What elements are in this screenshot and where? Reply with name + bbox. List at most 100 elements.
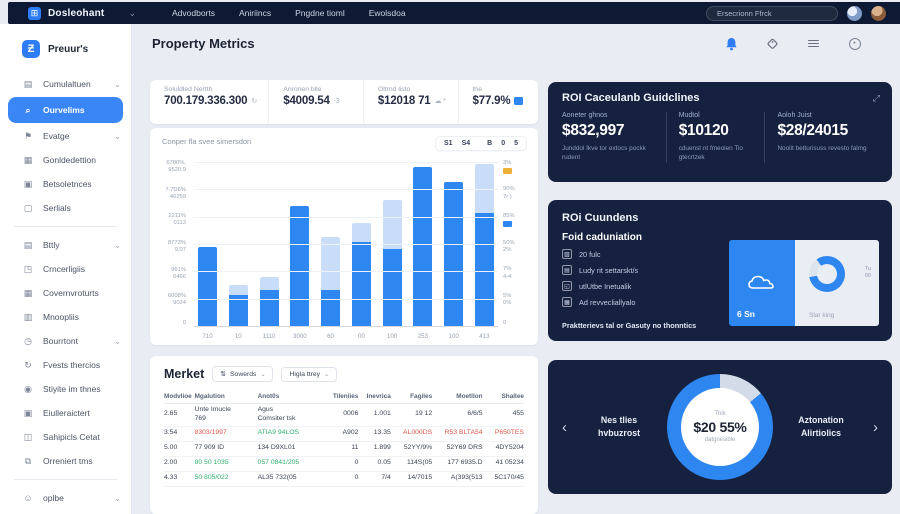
carousel-left-label: Nes tlies hvbuzrost (597, 415, 641, 438)
bar-100 (444, 162, 464, 326)
chart-control-S4[interactable]: S4 (461, 140, 471, 147)
x-axis-label: 253 (417, 333, 429, 340)
sidebar: Ƶ Preuur's ▤ Cumulaltuen ⌄ ⌕ Ourvelims ⚑ Evatg… (0, 24, 132, 514)
table-cell: 8303/1997 (194, 429, 227, 437)
nav-item[interactable]: Ewolsdoa (368, 8, 406, 18)
sidebar-item-ourvelims[interactable]: ⌕ Ourvelims (8, 97, 123, 123)
nav-item[interactable]: Pngdne tioml (295, 8, 345, 18)
help-icon[interactable]: • (847, 36, 862, 51)
stats-row: Soluldled Nertth 700.179.336.300 ↻ Anronen … (150, 80, 538, 124)
stat-value: $77.9% (473, 95, 538, 107)
expand-icon[interactable]: ⤢ (872, 93, 880, 103)
sidebar-item-evatge[interactable]: ⚑ Evatge ⌄ (0, 124, 131, 148)
axis-tick: 6780%, 9520.9 (166, 160, 186, 174)
table-cell: R53 BLTA54 (444, 429, 483, 437)
sidebar-item-orreniert-tms[interactable]: ⧉ Orreniert tms (0, 449, 131, 473)
axis-tick: 0 (182, 319, 186, 326)
sidebar-divider (14, 479, 117, 480)
box-icon: ▣ (23, 407, 33, 418)
table-cell: Unte Imucle 769 (194, 406, 231, 422)
bullet-icon: ▤ (562, 265, 572, 275)
sidebar-item-covernvroturts[interactable]: ▦ Covernvroturts (0, 281, 131, 305)
table-cell: 5.00 (164, 444, 178, 452)
chevron-left-icon[interactable]: ‹ (562, 418, 567, 436)
table-row: 3.54 8303/1997 ATIA9 94LOS A902 13.35 AL000DS… (164, 427, 524, 442)
roi-summary-bullets: ▨ 20 fulc ▤ Ludy rit settarskt/s ◱ utlUtbe In… (562, 249, 878, 307)
app-logo-icon[interactable]: ⊞ (28, 6, 41, 20)
filter-dropdown[interactable]: Higla ttrey ⌄ (281, 366, 338, 382)
x-axis-label: 00 (357, 333, 365, 340)
chart-control-S1[interactable]: S1 (444, 140, 453, 147)
sidebar-item-serlials[interactable]: ▢ Serlials (0, 196, 131, 220)
tag-icon[interactable] (765, 36, 780, 51)
summary-bullet: ◱ utlUtbe Inetualik (562, 281, 878, 291)
chevron-right-icon[interactable]: › (873, 418, 878, 436)
x-axis-label: 100 (386, 333, 398, 340)
search-icon: ⌕ (25, 104, 31, 115)
bar-413 (474, 162, 494, 326)
sidebar-item-crncerligiis[interactable]: ◳ Crncerligiis (0, 257, 131, 281)
menu-icon[interactable] (806, 36, 821, 51)
bell-icon[interactable] (724, 36, 739, 51)
sidebar-item-mnoopliis[interactable]: ▥ Mnoopliis (0, 305, 131, 329)
mini-donut-chart (809, 256, 845, 292)
sort-dropdown[interactable]: ⇅ Sowerds ⌄ (212, 366, 274, 382)
sidebar-item-betsoletnces[interactable]: ▣ Betsoletnces (0, 172, 131, 196)
column-header: Fagiles (410, 393, 433, 400)
chart-control-B[interactable]: B (487, 140, 493, 147)
document-icon: ▤ (23, 239, 33, 250)
table-cell: 80 50 1035 (194, 459, 229, 467)
sidebar-item-sahipicls-cetat[interactable]: ◫ Sahipicls Cetat (0, 425, 131, 449)
roi-columns: Aoneter ghnos $832,997 Junddol Ikve tor ex… (562, 112, 878, 163)
table-cell: 1.001 (373, 410, 391, 418)
chevron-down-icon: ⌄ (114, 131, 121, 141)
legend-swatch-orange (503, 168, 512, 175)
bullet-icon: ▦ (562, 297, 572, 307)
table-cell: 2.00 (164, 459, 178, 467)
stat-label: Oltrnd listo (377, 86, 411, 93)
nav-item[interactable]: Advodborts (172, 8, 215, 18)
axis-tick: 961% 6466 (171, 266, 186, 280)
x-axis-label: 60 (327, 333, 334, 340)
table-cell: 14/7015 (407, 474, 433, 482)
table-cell: 114S(05 (406, 459, 433, 467)
sidebar-item-cumulaltuen[interactable]: ▤ Cumulaltuen ⌄ (0, 72, 131, 96)
chart-control-0[interactable]: 0 (501, 140, 506, 147)
roi-column: Aoneter ghnos $832,997 Junddol Ikve tor ex… (562, 112, 666, 163)
chart-control-5[interactable]: 5 (514, 140, 518, 147)
sidebar-brand[interactable]: Ƶ Preuur's (0, 34, 131, 72)
notification-avatar-icon[interactable] (847, 5, 862, 21)
nav-item[interactable]: Aniriincs (239, 8, 272, 18)
stat-the: the $77.9% (457, 80, 538, 124)
sidebar-item-gonldedettion[interactable]: ▦ Gonldedettion (0, 148, 131, 172)
image-icon: ▣ (23, 178, 33, 189)
sidebar-divider (14, 226, 117, 227)
table-cell: 0 (354, 459, 359, 467)
table-cell: 2.65 (164, 410, 178, 418)
sidebar-item-label: Betsoletnces (43, 179, 92, 189)
sidebar-item-eiulleraictert[interactable]: ▣ Eiulleraictert (0, 401, 131, 425)
axis-tick: 7.7D6% 46259 (165, 186, 186, 200)
bar-253 (413, 162, 433, 326)
tile-tiny-label: Tu 00 (864, 266, 871, 280)
user-avatar[interactable] (871, 5, 886, 21)
sidebar-item-oplbe[interactable]: ☺ oplbe ⌄ (0, 486, 131, 510)
table-cell: A902 (342, 429, 359, 437)
roi-value: $832,997 (562, 122, 625, 139)
calendar-icon: ▦ (23, 287, 33, 298)
chevron-down-icon[interactable]: ⌄ (128, 7, 136, 18)
sidebar-item-label: Eiulleraictert (43, 408, 90, 418)
bullet-icon: ▨ (562, 249, 572, 259)
sidebar-item-stiyite-im-thnes[interactable]: ◉ Stiyite im thnes (0, 377, 131, 401)
stat-suffix-icon: ☁ * (434, 98, 446, 105)
roi-label: Aoloh Juist (777, 112, 812, 119)
search-input[interactable] (706, 5, 838, 21)
roi-label: Mudtol (678, 112, 700, 119)
sidebar-item-bttly[interactable]: ▤ Bttly ⌄ (0, 233, 131, 257)
sidebar-item-bourrtont[interactable]: ◷ Bourrtont ⌄ (0, 329, 131, 353)
table-cell: AL000DS (403, 429, 433, 437)
sidebar-item-fvests-thercios[interactable]: ↻ Fvests thercios (0, 353, 131, 377)
chart-controls: S1 S4 B 0 5 (436, 137, 526, 150)
app-logo-text[interactable]: Dosleohant (48, 7, 105, 19)
stat-value: $4009.54 -3 (283, 95, 340, 107)
